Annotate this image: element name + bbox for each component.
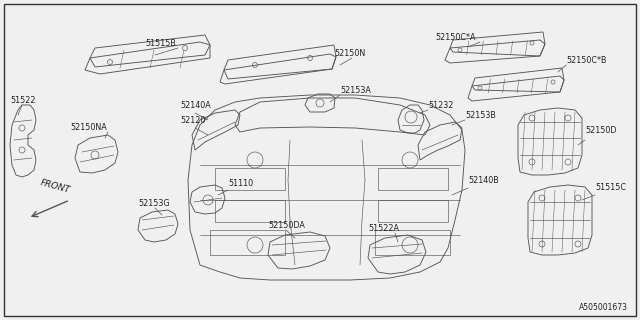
Text: A505001673: A505001673 bbox=[579, 303, 628, 312]
Text: 52150D: 52150D bbox=[585, 126, 616, 135]
Text: FRONT: FRONT bbox=[39, 178, 71, 195]
Bar bbox=[378, 168, 448, 190]
Text: 52140A: 52140A bbox=[180, 101, 211, 110]
Text: 51515C: 51515C bbox=[595, 183, 626, 192]
Text: 51110: 51110 bbox=[228, 179, 253, 188]
Text: 52120: 52120 bbox=[180, 116, 205, 125]
Text: 52150C*A: 52150C*A bbox=[435, 33, 476, 42]
Text: 51515B: 51515B bbox=[145, 39, 176, 48]
Text: 52150N: 52150N bbox=[334, 49, 365, 58]
Bar bbox=[215, 168, 285, 190]
Text: 52153B: 52153B bbox=[465, 111, 496, 120]
Text: 52140B: 52140B bbox=[468, 176, 499, 185]
Text: 51232: 51232 bbox=[428, 101, 453, 110]
Text: 51522: 51522 bbox=[10, 96, 35, 105]
Bar bbox=[215, 200, 285, 222]
Text: 52150NA: 52150NA bbox=[70, 123, 107, 132]
Text: 52153A: 52153A bbox=[340, 86, 371, 95]
Text: 51522A: 51522A bbox=[368, 224, 399, 233]
Text: 52150DA: 52150DA bbox=[268, 221, 305, 230]
Bar bbox=[378, 200, 448, 222]
Text: 52150C*B: 52150C*B bbox=[566, 56, 607, 65]
Bar bbox=[375, 230, 450, 255]
Text: 52153G: 52153G bbox=[138, 199, 170, 208]
Bar bbox=[210, 230, 285, 255]
